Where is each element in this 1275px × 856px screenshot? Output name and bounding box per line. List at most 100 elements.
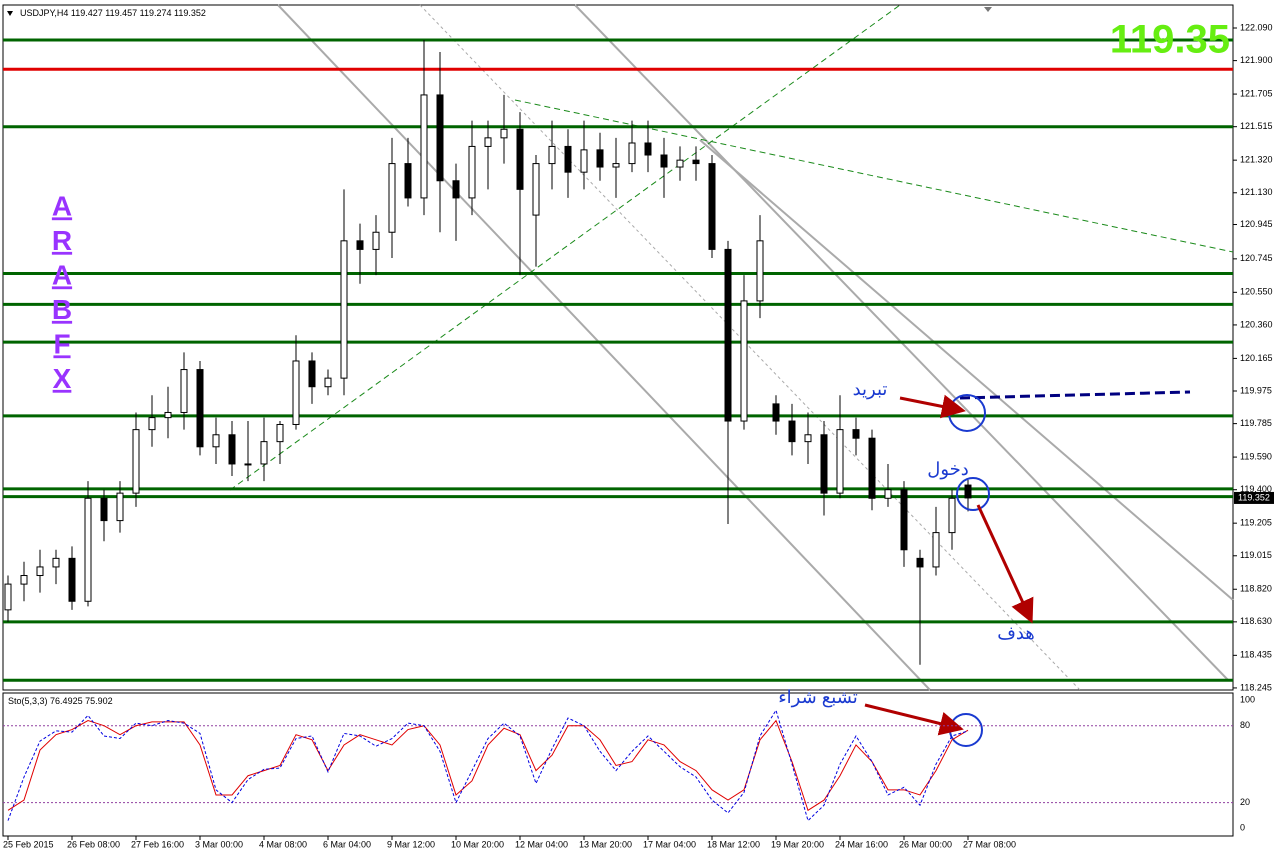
candle-body xyxy=(404,163,412,199)
x-tick-label: 26 Feb 08:00 xyxy=(67,839,120,849)
watermark-letter: B xyxy=(52,294,72,325)
y-tick-label: 0 xyxy=(1240,823,1245,833)
x-tick-label: 19 Mar 20:00 xyxy=(771,839,824,849)
candle-body xyxy=(276,423,284,443)
candle-body xyxy=(660,154,668,168)
candle-body xyxy=(52,557,60,568)
menu-icon xyxy=(7,11,13,16)
annotation: دخول xyxy=(927,459,969,480)
candle-body xyxy=(596,149,604,168)
y-tick-label: 119.400 xyxy=(1240,484,1272,494)
candle-body xyxy=(324,377,332,388)
candle-body xyxy=(436,94,444,182)
y-tick-label: 121.515 xyxy=(1240,121,1273,131)
watermark-letter: A xyxy=(52,259,72,290)
candle-body xyxy=(852,429,860,439)
x-tick-label: 27 Mar 08:00 xyxy=(963,839,1016,849)
arrow xyxy=(899,394,966,419)
candle-body xyxy=(468,145,476,199)
arrow xyxy=(976,504,1034,624)
x-tick-label: 3 Mar 00:00 xyxy=(195,839,243,849)
y-tick-label: 80 xyxy=(1240,720,1250,730)
y-tick-label: 119.975 xyxy=(1240,385,1272,395)
candle-body xyxy=(100,497,108,522)
candle-body xyxy=(740,300,748,422)
marker xyxy=(984,7,992,12)
y-tick-label: 121.900 xyxy=(1240,55,1273,65)
candle-body xyxy=(36,566,44,577)
candle-body xyxy=(164,411,172,419)
y-tick-label: 122.090 xyxy=(1240,22,1273,32)
y-tick-label: 119.205 xyxy=(1240,518,1272,528)
y-tick-label: 119.015 xyxy=(1240,550,1272,560)
watermark-letter: F xyxy=(53,328,70,359)
candle-body xyxy=(116,492,124,522)
x-tick-label: 25 Feb 2015 xyxy=(3,839,54,849)
close: 119.352 xyxy=(174,8,206,18)
high: 119.457 xyxy=(105,8,137,18)
dashed-line xyxy=(959,390,1191,400)
candle-body xyxy=(484,137,492,147)
price-tag xyxy=(1234,491,1274,504)
candle-body xyxy=(788,420,796,443)
mid-line xyxy=(419,4,1081,691)
x-tick-label: 6 Mar 04:00 xyxy=(323,839,371,849)
y-tick-label: 118.820 xyxy=(1240,584,1272,594)
candle-body xyxy=(84,497,92,602)
signal-value: 75.902 xyxy=(85,696,113,706)
candle-body xyxy=(868,437,876,499)
y-tick-label: 121.130 xyxy=(1240,187,1273,197)
watermark-letter: A xyxy=(52,190,72,221)
y-tick-label: 120.165 xyxy=(1240,353,1273,363)
candle-body xyxy=(900,489,908,551)
x-tick-label: 27 Feb 16:00 xyxy=(131,839,184,849)
candle-body xyxy=(132,429,140,494)
candle-body xyxy=(756,240,764,302)
x-tick-label: 10 Mar 20:00 xyxy=(451,839,504,849)
candle-body xyxy=(180,369,188,413)
candle-body xyxy=(628,142,636,165)
candle-body xyxy=(916,557,924,568)
candle-body xyxy=(20,575,28,585)
y-tick-label: 121.320 xyxy=(1240,155,1273,165)
annotation: هدف xyxy=(997,623,1035,643)
candle-body xyxy=(388,163,396,233)
candle-body xyxy=(244,463,252,466)
candle-body xyxy=(4,583,12,611)
y-tick-label: 20 xyxy=(1240,797,1250,807)
x-tick-label: 18 Mar 12:00 xyxy=(707,839,760,849)
y-tick-label: 118.435 xyxy=(1240,650,1272,660)
y-tick-label: 120.745 xyxy=(1240,253,1273,263)
candle-body xyxy=(516,128,524,190)
y-tick-label: 119.590 xyxy=(1240,451,1272,461)
circle xyxy=(956,477,990,511)
candle-body xyxy=(420,94,428,199)
candle-body xyxy=(612,163,620,168)
low: 119.274 xyxy=(140,8,172,18)
stoch-header: Sto(5,3,3) 76.4925 75.902 xyxy=(8,696,113,706)
candle-body xyxy=(292,360,300,425)
symbol: USDJPY,H4 xyxy=(20,8,68,18)
candle-body xyxy=(340,240,348,379)
annotation: تشبع شراء xyxy=(778,687,858,708)
candle-body xyxy=(532,163,540,216)
candle-body xyxy=(676,159,684,168)
candle-body xyxy=(196,369,204,448)
candle-body xyxy=(772,403,780,422)
candle-body xyxy=(644,142,652,156)
candle-body xyxy=(580,149,588,173)
candle-body xyxy=(884,489,892,499)
candle-body xyxy=(836,429,844,494)
header: USDJPY,H4 119.427 119.457 119.274 119.35… xyxy=(20,8,206,18)
candle-body xyxy=(68,557,76,602)
big-price: 119.35 xyxy=(1110,18,1230,62)
arrow xyxy=(864,703,964,736)
channel-line xyxy=(277,4,931,691)
x-tick-label: 26 Mar 00:00 xyxy=(899,839,952,849)
candle-body xyxy=(548,145,556,165)
y-tick-label: 120.550 xyxy=(1240,287,1273,297)
annotation: تبريد xyxy=(853,379,888,400)
y-tick-label: 118.630 xyxy=(1240,616,1272,626)
